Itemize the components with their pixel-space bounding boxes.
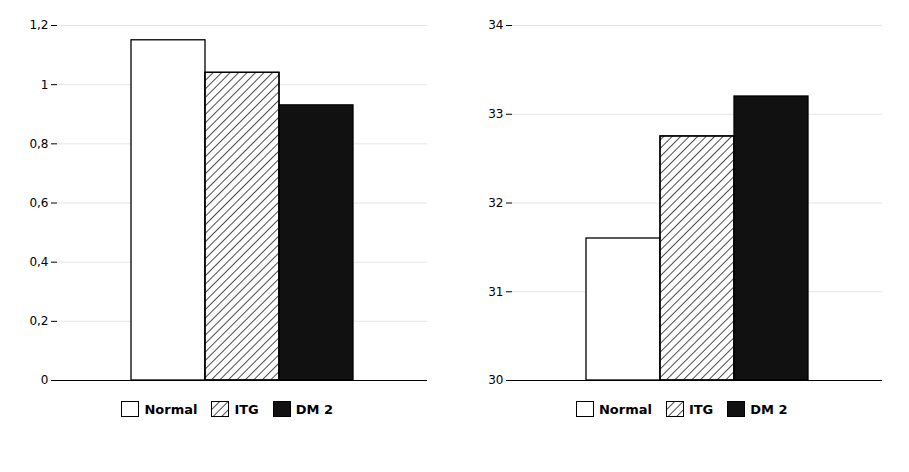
html-text:DM 2: DM 2 [295,401,334,417]
svg-text:0,4: 0,4 [30,255,49,269]
svg-text:1,2: 1,2 [30,18,49,32]
svg-text:0: 0 [41,373,49,387]
svg-text:0,8: 0,8 [30,137,49,151]
svg-text:32: 32 [488,196,503,210]
svg-text:1: 1 [41,78,49,92]
svg-text:33: 33 [488,107,503,121]
html-text:Normal: Normal [144,401,198,417]
svg-text:34: 34 [488,18,503,32]
svg-text:30: 30 [488,373,503,387]
html-text:DM 2: DM 2 [750,401,788,417]
svg-text:0,2: 0,2 [30,314,49,328]
svg-text:31: 31 [488,285,503,299]
html-text:ITG: ITG [234,401,259,417]
html-text:ITG: ITG [688,401,714,417]
html-text:Normal: Normal [598,401,652,417]
svg-text:0,6: 0,6 [30,196,49,210]
